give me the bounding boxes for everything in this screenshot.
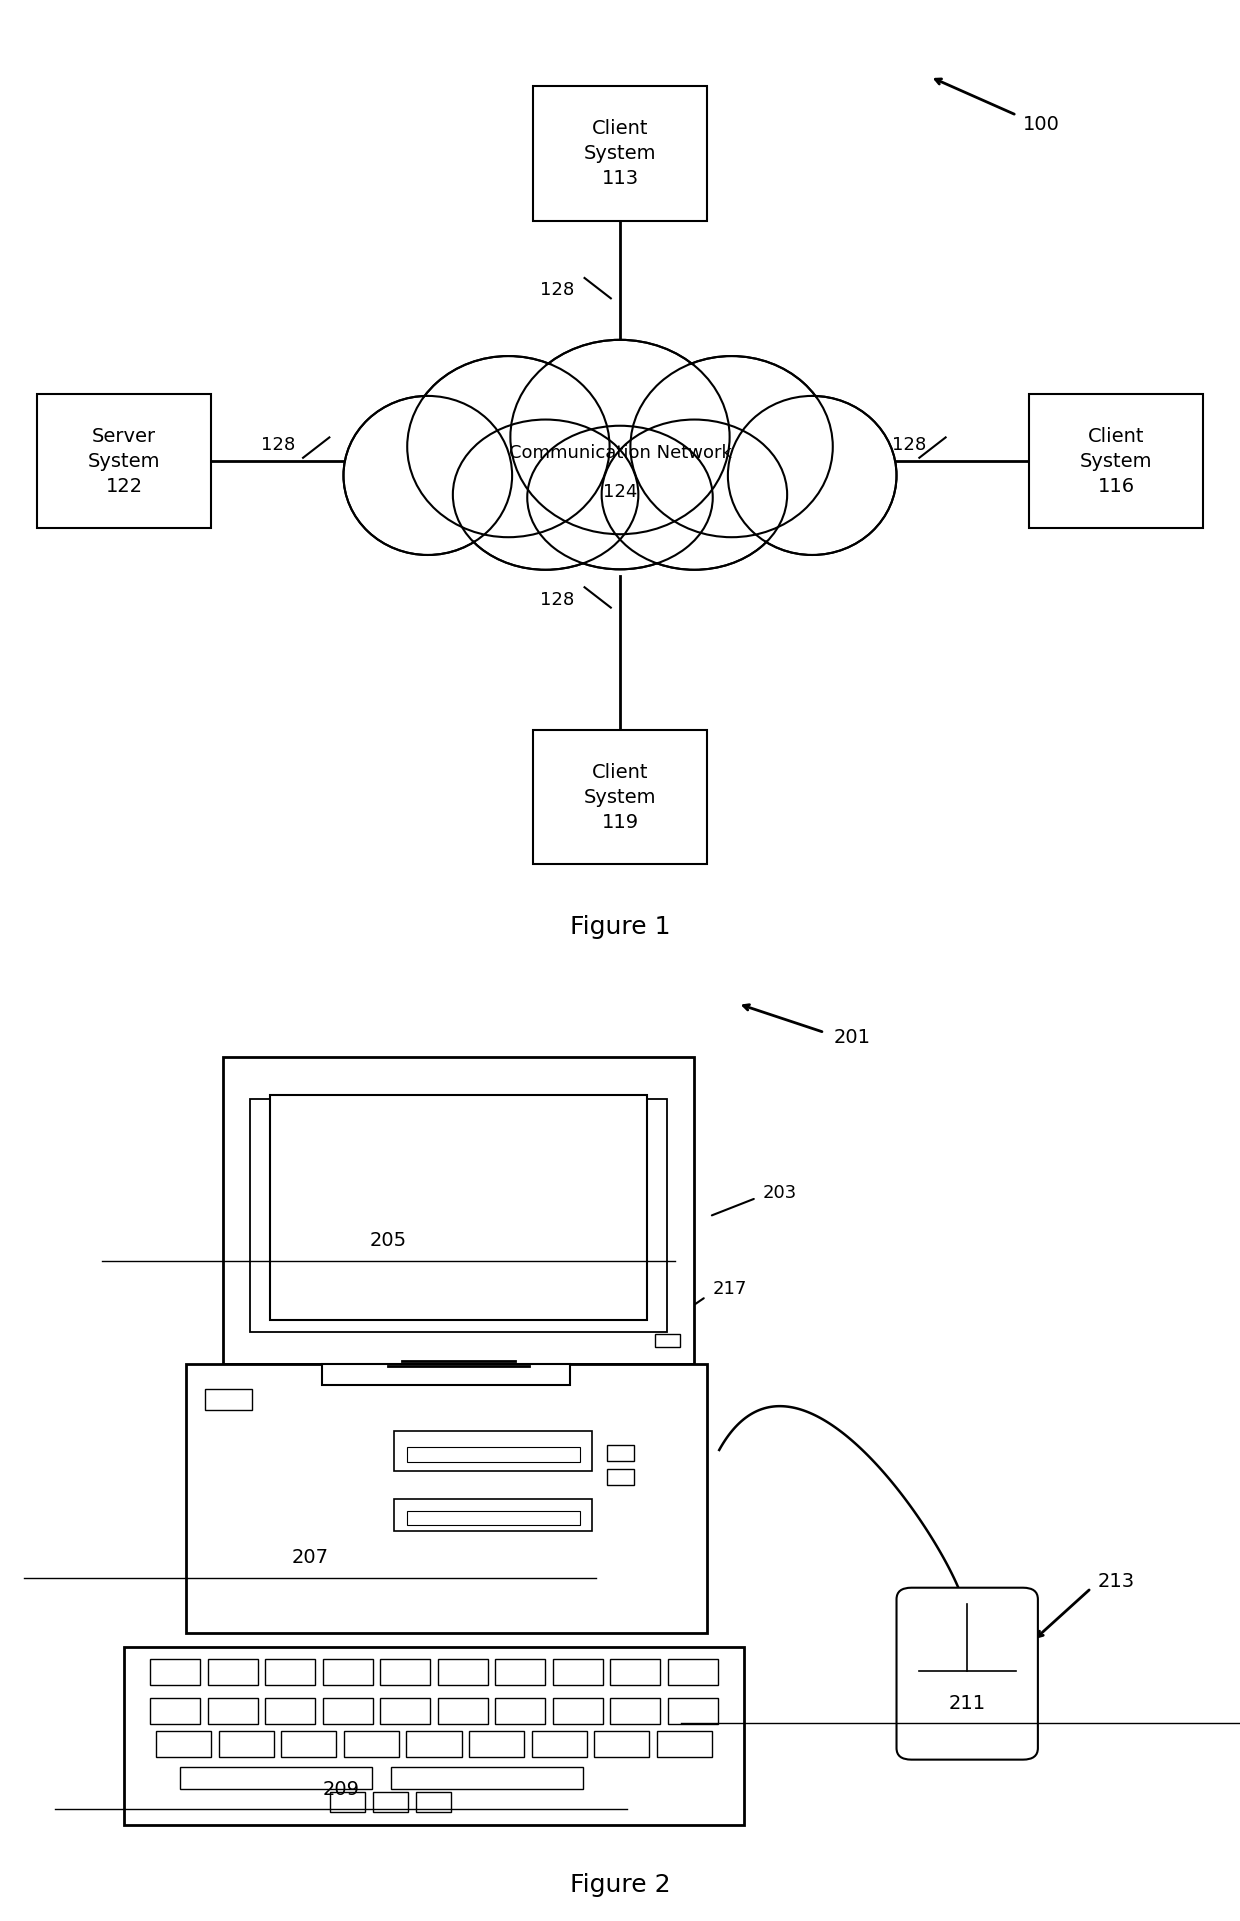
Ellipse shape <box>513 342 727 532</box>
FancyBboxPatch shape <box>394 1431 593 1471</box>
Text: 203: 203 <box>763 1183 797 1203</box>
Text: Client
System
113: Client System 113 <box>584 119 656 188</box>
Ellipse shape <box>601 419 787 571</box>
FancyBboxPatch shape <box>381 1660 430 1685</box>
Text: 213: 213 <box>1097 1571 1135 1591</box>
FancyBboxPatch shape <box>381 1698 430 1725</box>
FancyBboxPatch shape <box>407 1512 580 1525</box>
FancyBboxPatch shape <box>322 1364 570 1385</box>
FancyBboxPatch shape <box>391 1767 583 1790</box>
Ellipse shape <box>410 359 606 534</box>
FancyBboxPatch shape <box>495 1698 546 1725</box>
FancyBboxPatch shape <box>668 1698 718 1725</box>
FancyBboxPatch shape <box>207 1698 258 1725</box>
Text: 124: 124 <box>603 482 637 501</box>
FancyBboxPatch shape <box>495 1660 546 1685</box>
FancyBboxPatch shape <box>610 1698 661 1725</box>
Text: 201: 201 <box>833 1028 870 1047</box>
FancyBboxPatch shape <box>343 1731 399 1756</box>
FancyBboxPatch shape <box>281 1731 336 1756</box>
FancyBboxPatch shape <box>438 1698 487 1725</box>
FancyBboxPatch shape <box>186 1364 707 1633</box>
FancyBboxPatch shape <box>270 1095 647 1320</box>
FancyBboxPatch shape <box>156 1731 211 1756</box>
Ellipse shape <box>453 419 639 571</box>
FancyBboxPatch shape <box>469 1731 525 1756</box>
FancyBboxPatch shape <box>610 1660 661 1685</box>
Ellipse shape <box>455 423 636 567</box>
Ellipse shape <box>511 340 729 534</box>
Text: Client
System
119: Client System 119 <box>584 763 656 832</box>
FancyBboxPatch shape <box>124 1648 744 1825</box>
Text: 211: 211 <box>949 1694 986 1714</box>
FancyBboxPatch shape <box>150 1698 200 1725</box>
FancyBboxPatch shape <box>37 394 211 528</box>
FancyBboxPatch shape <box>330 1792 366 1812</box>
FancyBboxPatch shape <box>180 1767 372 1790</box>
FancyBboxPatch shape <box>322 1660 373 1685</box>
FancyBboxPatch shape <box>594 1731 650 1756</box>
Text: Communication Network: Communication Network <box>508 444 732 463</box>
Ellipse shape <box>407 355 610 538</box>
FancyBboxPatch shape <box>608 1445 635 1460</box>
FancyBboxPatch shape <box>407 1447 580 1462</box>
Text: 100: 100 <box>1023 115 1060 134</box>
FancyBboxPatch shape <box>1029 394 1203 528</box>
Text: 217: 217 <box>712 1279 746 1299</box>
FancyBboxPatch shape <box>394 1498 593 1531</box>
Text: Figure 1: Figure 1 <box>569 914 671 939</box>
Text: Figure 2: Figure 2 <box>569 1873 671 1896</box>
Text: 209: 209 <box>322 1781 360 1798</box>
Ellipse shape <box>343 396 512 555</box>
Ellipse shape <box>346 398 510 553</box>
FancyBboxPatch shape <box>897 1587 1038 1760</box>
Text: 205: 205 <box>370 1231 407 1251</box>
FancyBboxPatch shape <box>532 1731 587 1756</box>
FancyBboxPatch shape <box>207 1660 258 1685</box>
Text: 128: 128 <box>892 436 926 453</box>
FancyBboxPatch shape <box>373 1792 408 1812</box>
FancyBboxPatch shape <box>553 1660 603 1685</box>
FancyBboxPatch shape <box>668 1660 718 1685</box>
Text: 207: 207 <box>291 1548 329 1568</box>
FancyBboxPatch shape <box>655 1333 680 1347</box>
Text: Server
System
122: Server System 122 <box>88 426 160 496</box>
FancyBboxPatch shape <box>223 1057 694 1364</box>
Ellipse shape <box>630 355 833 538</box>
Text: 128: 128 <box>539 592 574 609</box>
FancyBboxPatch shape <box>553 1698 603 1725</box>
FancyBboxPatch shape <box>265 1698 315 1725</box>
FancyBboxPatch shape <box>533 730 707 864</box>
FancyBboxPatch shape <box>657 1731 712 1756</box>
Text: Client
System
116: Client System 116 <box>1080 426 1152 496</box>
FancyBboxPatch shape <box>150 1660 200 1685</box>
FancyBboxPatch shape <box>205 1389 252 1410</box>
Text: 128: 128 <box>260 436 295 453</box>
FancyBboxPatch shape <box>415 1792 451 1812</box>
FancyBboxPatch shape <box>533 86 707 221</box>
Text: 128: 128 <box>539 280 574 300</box>
FancyBboxPatch shape <box>407 1731 461 1756</box>
Ellipse shape <box>527 426 713 569</box>
FancyBboxPatch shape <box>438 1660 487 1685</box>
Ellipse shape <box>529 428 711 567</box>
Ellipse shape <box>730 398 894 553</box>
FancyBboxPatch shape <box>265 1660 315 1685</box>
Ellipse shape <box>728 396 897 555</box>
Ellipse shape <box>634 359 830 534</box>
FancyBboxPatch shape <box>218 1731 274 1756</box>
FancyBboxPatch shape <box>250 1099 667 1333</box>
FancyBboxPatch shape <box>322 1698 373 1725</box>
FancyBboxPatch shape <box>608 1470 635 1485</box>
Ellipse shape <box>604 423 785 567</box>
